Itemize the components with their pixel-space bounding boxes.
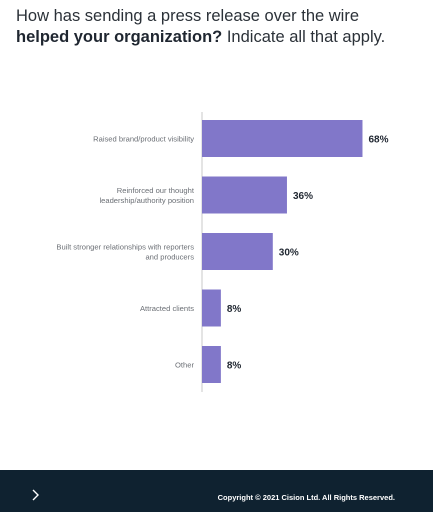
bar (202, 233, 273, 270)
copyright-text: Copyright © 2021 Cision Ltd. All Rights … (217, 493, 395, 502)
value-label: 36% (293, 191, 313, 202)
category-label-line: leadership/authority position (99, 196, 194, 205)
value-labels: 68% 36% 30% 8% 8% (227, 135, 389, 372)
category-label-line: Attracted clients (140, 304, 194, 313)
footer-bar: Copyright © 2021 Cision Ltd. All Rights … (0, 470, 433, 512)
question-title: How has sending a press release over the… (16, 6, 421, 48)
category-label-line: Raised brand/product visibility (93, 135, 194, 144)
category-label-line: Built stronger relationships with report… (56, 243, 194, 252)
category-label: Built stronger relationships with report… (56, 243, 194, 262)
category-label-line: and producers (145, 253, 194, 262)
category-label-line: Reinforced our thought (117, 186, 195, 195)
bar (202, 120, 363, 157)
category-label-line: Other (175, 361, 194, 370)
category-label: Other (175, 361, 194, 370)
value-label: 8% (227, 304, 242, 315)
category-label: Raised brand/product visibility (93, 135, 194, 144)
chevron-right-icon[interactable] (31, 489, 40, 501)
bar-chart: Raised brand/product visibility Reinforce… (56, 112, 389, 392)
value-label: 68% (368, 135, 388, 146)
value-label: 30% (279, 248, 299, 259)
bar (202, 289, 221, 327)
question-line-2-rest: Indicate all that apply. (222, 28, 386, 46)
bar (202, 346, 221, 383)
category-label: Attracted clients (140, 304, 194, 313)
question-emphasis: helped your organization? (16, 28, 223, 46)
bar (202, 176, 287, 214)
bars-layer (202, 120, 363, 383)
value-label: 8% (227, 361, 242, 372)
question-line-1: How has sending a press release over the… (16, 7, 360, 25)
category-label: Reinforced our thought leadership/authori… (99, 186, 194, 205)
category-labels: Raised brand/product visibility Reinforce… (56, 135, 194, 370)
